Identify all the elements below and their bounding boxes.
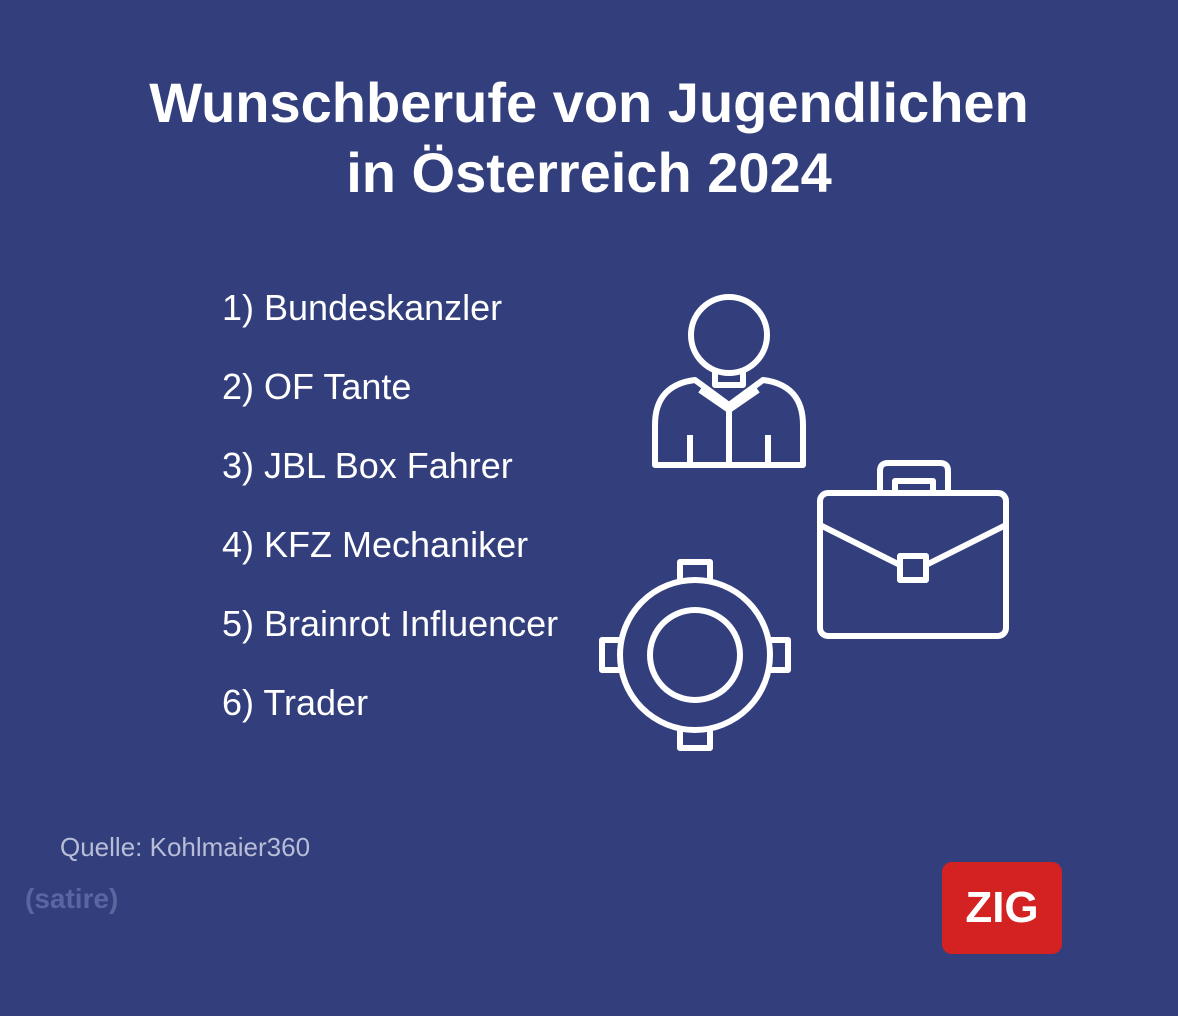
source: Quelle: Kohlmaier360 [60,832,311,862]
logo: ZIG [942,862,1062,954]
list-item: 1) Bundeskanzler [222,287,503,328]
briefcase-icon [817,460,1009,639]
title: Wunschberufe von Jugendlichen [149,71,1029,134]
note: (satire) [25,883,119,914]
list-item: 5) Brainrot Influencer [222,603,559,644]
title: in Österreich 2024 [346,141,832,204]
gear-icon [599,559,791,751]
list-item: 4) KFZ Mechaniker [222,524,529,565]
list-item: 3) JBL Box Fahrer [222,445,513,486]
person-icon [652,294,806,468]
list-item: 6) Trader [222,682,369,723]
list-item: 2) OF Tante [222,366,412,407]
